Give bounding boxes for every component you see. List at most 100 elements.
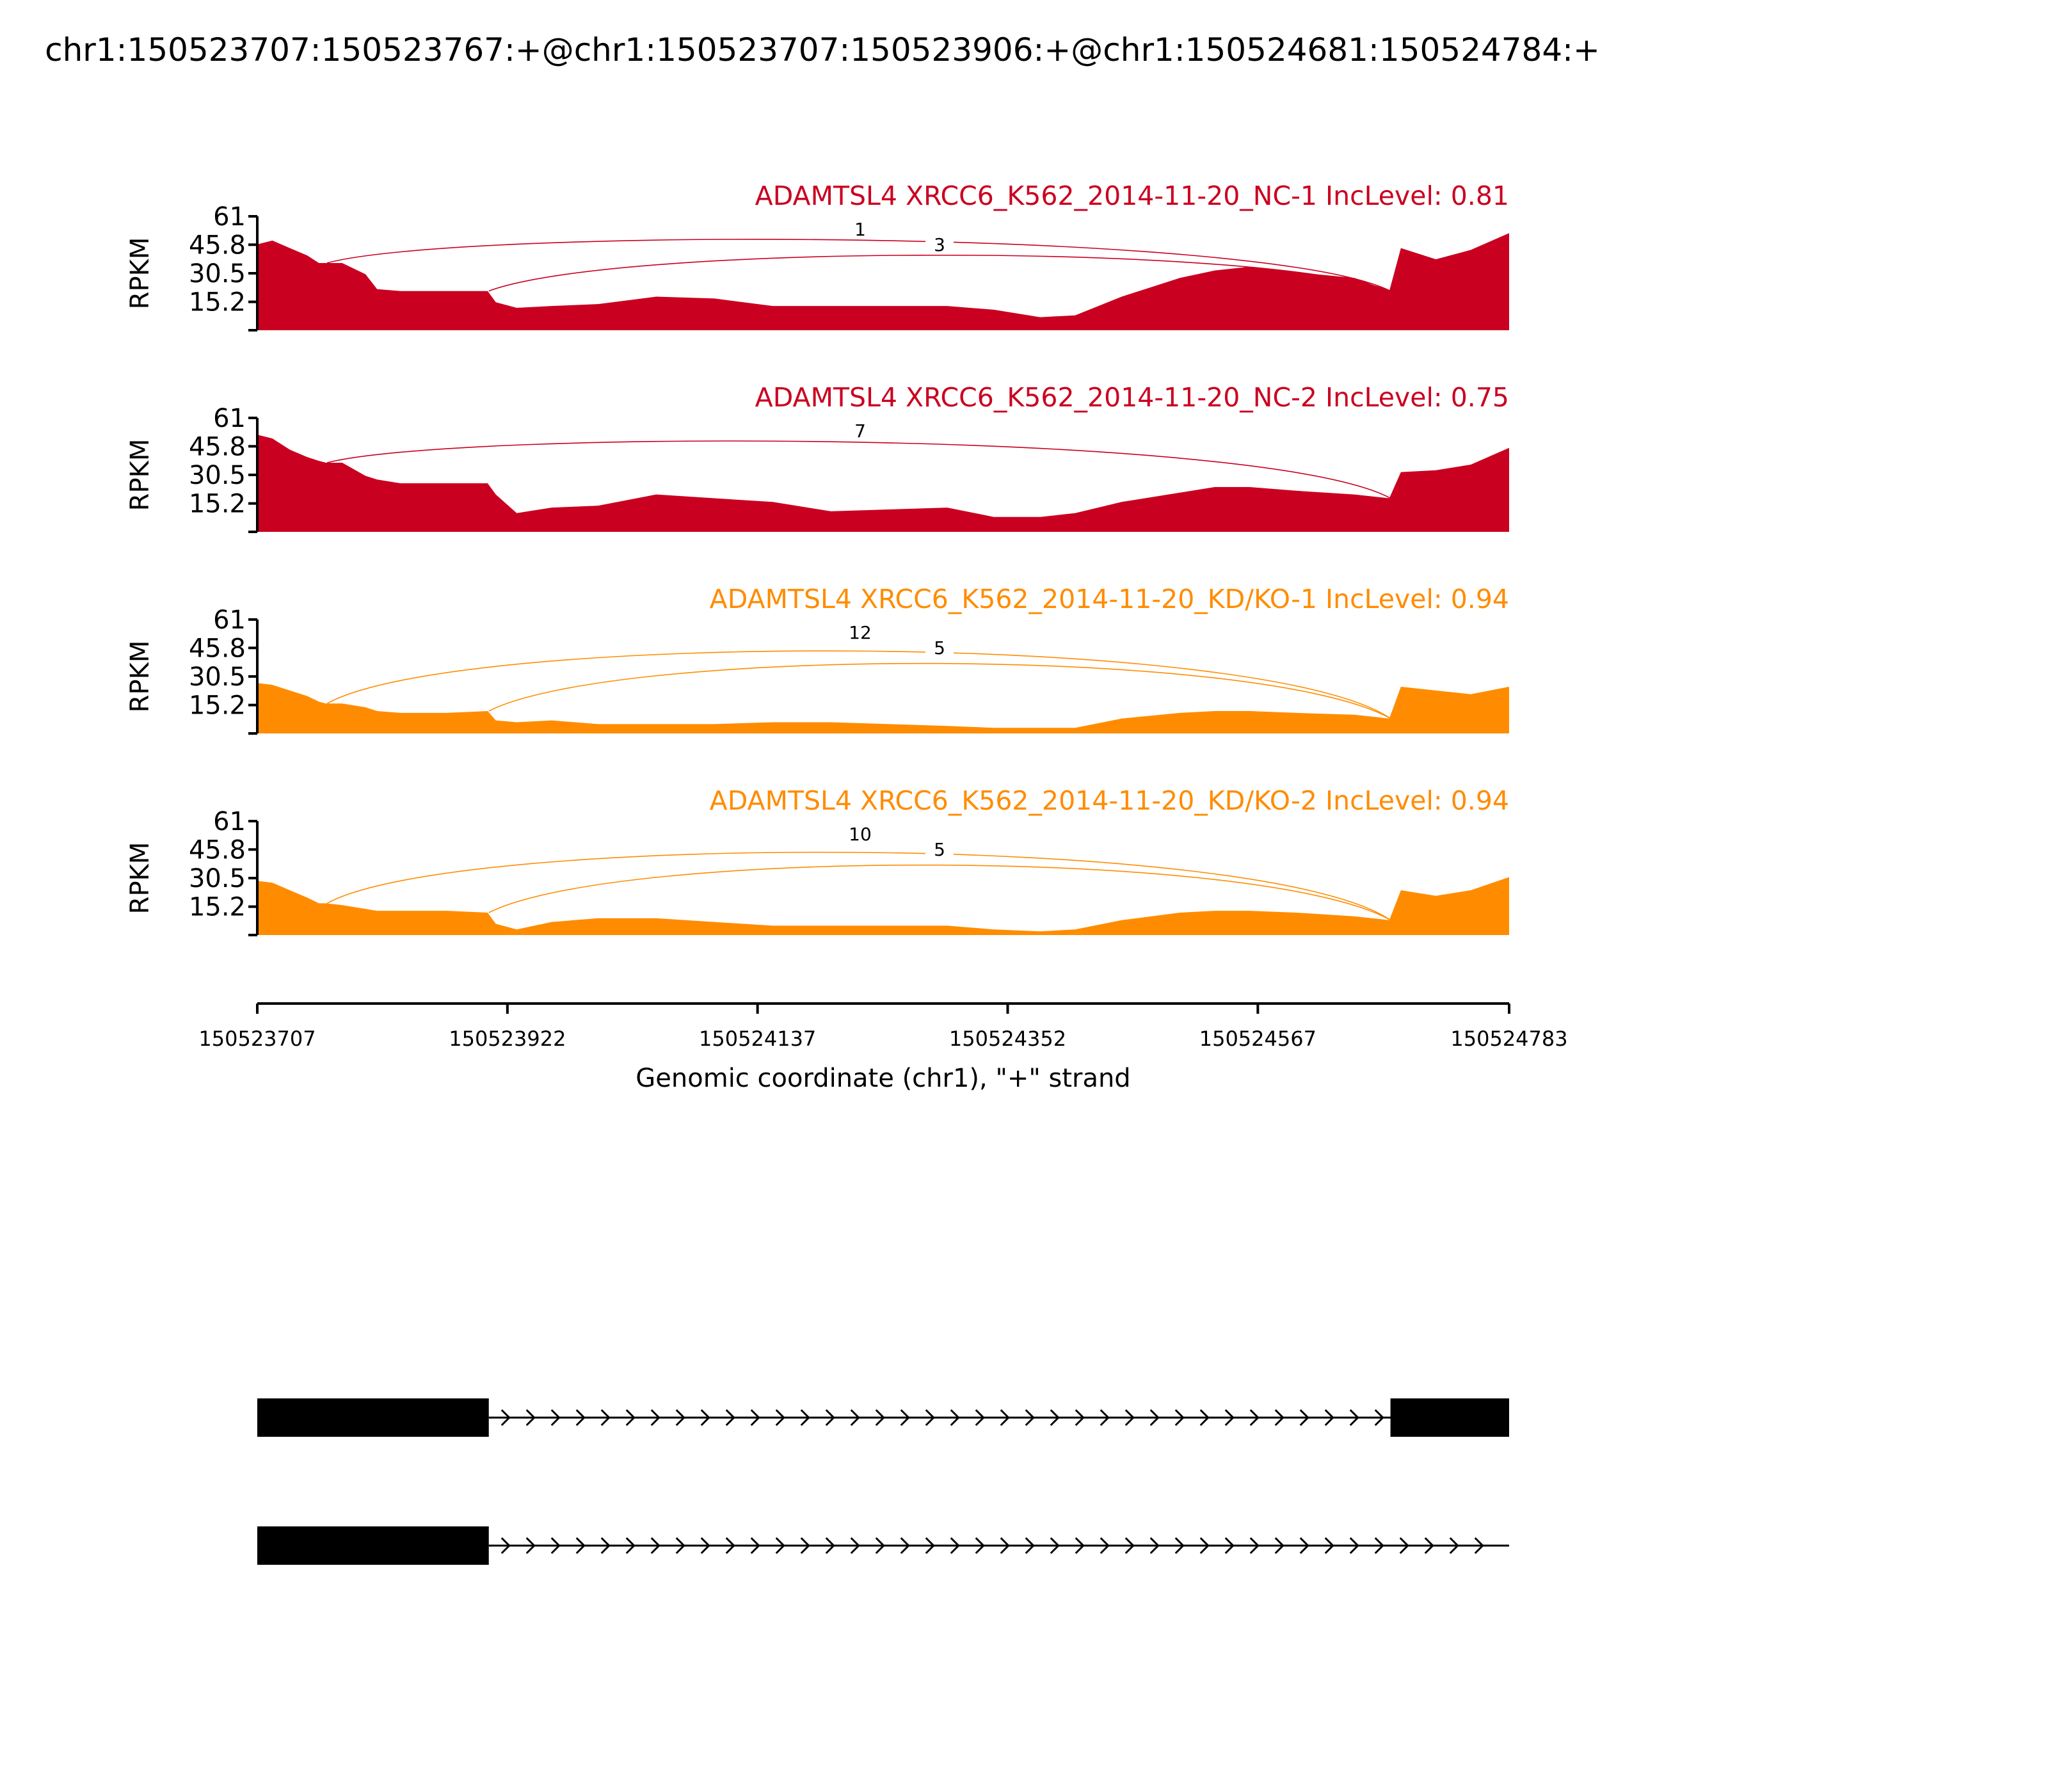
strand-arrow (650, 1537, 660, 1555)
strand-arrow (525, 1537, 536, 1555)
junction-count-label: 10 (849, 824, 872, 845)
strand-arrow (725, 1537, 735, 1555)
junction-arc (488, 662, 1391, 719)
x-tick-label: 150524783 (1450, 1027, 1567, 1051)
strand-arrow (975, 1537, 985, 1555)
y-tick-label: 15.2 (189, 691, 246, 721)
strand-arrow (1449, 1537, 1459, 1555)
strand-arrow (1124, 1537, 1135, 1555)
junction-arc (326, 239, 1391, 292)
strand-arrow (650, 1409, 660, 1427)
y-tick-label: 15.2 (189, 288, 246, 317)
exon-block (1390, 1398, 1509, 1437)
strand-arrow (600, 1409, 611, 1427)
y-tick-label: 30.5 (189, 259, 246, 289)
x-tick-label: 150524137 (699, 1027, 816, 1051)
junction-label-bg (925, 234, 954, 255)
strand-arrow (900, 1409, 910, 1427)
y-tick-label: 15.2 (189, 490, 246, 519)
strand-arrow (1100, 1537, 1110, 1555)
junction-arc (326, 440, 1391, 499)
junction-count-label: 1 (854, 219, 866, 240)
strand-arrow (1474, 1537, 1484, 1555)
strand-arrow (1324, 1409, 1334, 1427)
strand-arrow (550, 1409, 561, 1427)
strand-arrow (1424, 1537, 1434, 1555)
coverage-area (257, 683, 1509, 733)
track-title: ADAMTSL4 XRCC6_K562_2014-11-20_KD/KO-2 I… (710, 785, 1509, 816)
track-3: 12 5 15.230.545.861 RPKM ADAMTSL4 XRCC6_K562… (125, 584, 1509, 735)
strand-arrow (500, 1537, 511, 1555)
strand-arrow (525, 1409, 536, 1427)
strand-arrow (700, 1409, 710, 1427)
strand-arrow (1149, 1409, 1160, 1427)
x-tick-label: 150524352 (949, 1027, 1066, 1051)
strand-arrow (1324, 1537, 1334, 1555)
junction-arc (326, 650, 1391, 719)
strand-arrow (625, 1409, 636, 1427)
track-title: ADAMTSL4 XRCC6_K562_2014-11-20_NC-2 IncL… (755, 382, 1509, 413)
strand-arrow (1149, 1537, 1160, 1555)
junction-count-label: 5 (934, 637, 945, 659)
strand-arrow (1399, 1537, 1409, 1555)
junction-count-label: 12 (849, 622, 872, 643)
strand-arrow (625, 1537, 636, 1555)
strand-arrow (1299, 1537, 1309, 1555)
strand-arrow (500, 1409, 511, 1427)
y-tick-label: 30.5 (189, 461, 246, 490)
y-tick-label: 45.8 (189, 230, 246, 260)
strand-arrow (1374, 1409, 1384, 1427)
strand-arrow (1100, 1409, 1110, 1427)
y-axis-label: RPKM (125, 641, 155, 713)
y-axis-label: RPKM (125, 842, 155, 915)
strand-arrow (800, 1537, 810, 1555)
strand-arrow (1299, 1409, 1309, 1427)
strand-arrow (925, 1537, 935, 1555)
x-tick-label: 150524567 (1199, 1027, 1316, 1051)
y-tick-label: 45.8 (189, 835, 246, 865)
y-tick-label: 45.8 (189, 432, 246, 461)
strand-arrow (1174, 1537, 1185, 1555)
strand-arrow (1199, 1409, 1210, 1427)
exon-block (257, 1526, 489, 1565)
strand-arrow (550, 1537, 561, 1555)
strand-arrow (725, 1409, 735, 1427)
x-axis-label: Genomic coordinate (chr1), "+" strand (636, 1064, 1130, 1093)
strand-arrow (1249, 1409, 1260, 1427)
y-tick-label: 30.5 (189, 662, 246, 692)
coverage-area (257, 233, 1509, 330)
junction-label-bg (846, 824, 874, 844)
strand-arrow (750, 1537, 760, 1555)
strand-arrow (1199, 1537, 1210, 1555)
strand-arrow (750, 1409, 760, 1427)
track-4: 10 5 15.230.545.861 RPKM ADAMTSL4 XRCC6_K562… (125, 785, 1509, 936)
strand-arrow (1349, 1537, 1359, 1555)
strand-arrow (1274, 1537, 1284, 1555)
strand-arrow (1374, 1537, 1384, 1555)
strand-arrow (1000, 1409, 1010, 1427)
strand-arrow (850, 1537, 860, 1555)
junction-label-bg (925, 839, 954, 860)
y-tick-label: 45.8 (189, 634, 246, 663)
strand-arrow (1124, 1409, 1135, 1427)
strand-arrow (700, 1537, 710, 1555)
y-tick-label: 61 (213, 605, 246, 635)
junction-label-bg (846, 622, 874, 643)
junction-arc (326, 851, 1391, 921)
strand-arrow (1174, 1409, 1185, 1427)
strand-arrow (1000, 1537, 1010, 1555)
junction-label-bg (925, 637, 954, 658)
strand-arrow (1050, 1537, 1060, 1555)
y-tick-label: 61 (213, 202, 246, 232)
transcript-2 (257, 1526, 1509, 1565)
strand-arrow (950, 1537, 960, 1555)
junction-label-bg (846, 420, 874, 441)
track-1: 1 3 15.230.545.861 RPKM ADAMTSL4 XRCC6_K562_… (125, 180, 1509, 332)
strand-arrow (1050, 1409, 1060, 1427)
strand-arrow (825, 1409, 835, 1427)
strand-arrow (1075, 1537, 1085, 1555)
strand-arrow (925, 1409, 935, 1427)
coverage-area (257, 435, 1509, 532)
strand-arrow (950, 1409, 960, 1427)
